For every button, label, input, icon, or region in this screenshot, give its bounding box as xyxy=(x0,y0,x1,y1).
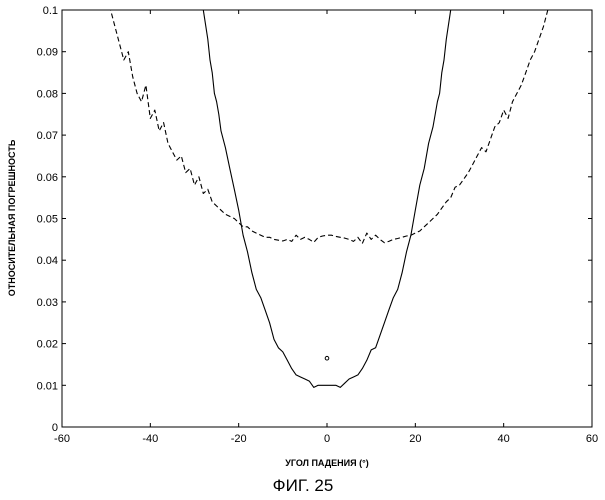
y-tick-label: 0.1 xyxy=(43,5,58,17)
series-line-solid xyxy=(203,10,450,387)
y-tick-label: 0.01 xyxy=(37,380,58,392)
y-tick-label: 0.04 xyxy=(37,255,58,267)
x-tick-label: -60 xyxy=(54,433,70,445)
y-tick-label: 0.05 xyxy=(37,214,58,226)
series-line-dashed xyxy=(106,10,548,244)
y-tick-label: 0.03 xyxy=(37,297,58,309)
annotation-layer xyxy=(325,356,329,360)
ticks-layer: -60 -40 -20 0 20 40 60 0 0.01 0.02 0.03 0.04 0.05 0.0… xyxy=(37,5,599,445)
y-tick-label: 0.08 xyxy=(37,88,58,100)
y-axis-label: ОТНОСИТЕЛЬНАЯ ПОГРЕШНОСТЬ xyxy=(7,139,17,296)
y-tick-label: 0.02 xyxy=(37,339,58,351)
marker-circle xyxy=(325,356,329,360)
figure-caption: ФИГ. 25 xyxy=(273,476,334,495)
y-tick-label: 0.09 xyxy=(37,47,58,59)
x-axis-label: УГОЛ ПАДЕНИЯ (°) xyxy=(285,458,368,468)
x-tick-label: 20 xyxy=(409,433,421,445)
plot-frame xyxy=(62,10,592,427)
y-tick-label: 0.06 xyxy=(37,172,58,184)
x-tick-label: -40 xyxy=(142,433,158,445)
y-tick-label: 0 xyxy=(52,422,58,434)
x-tick-label: 60 xyxy=(586,433,598,445)
y-tick-label: 0.07 xyxy=(37,130,58,142)
x-tick-label: 40 xyxy=(498,433,510,445)
series-layer xyxy=(106,10,548,387)
x-tick-label: -20 xyxy=(231,433,247,445)
x-tick-label: 0 xyxy=(324,433,330,445)
